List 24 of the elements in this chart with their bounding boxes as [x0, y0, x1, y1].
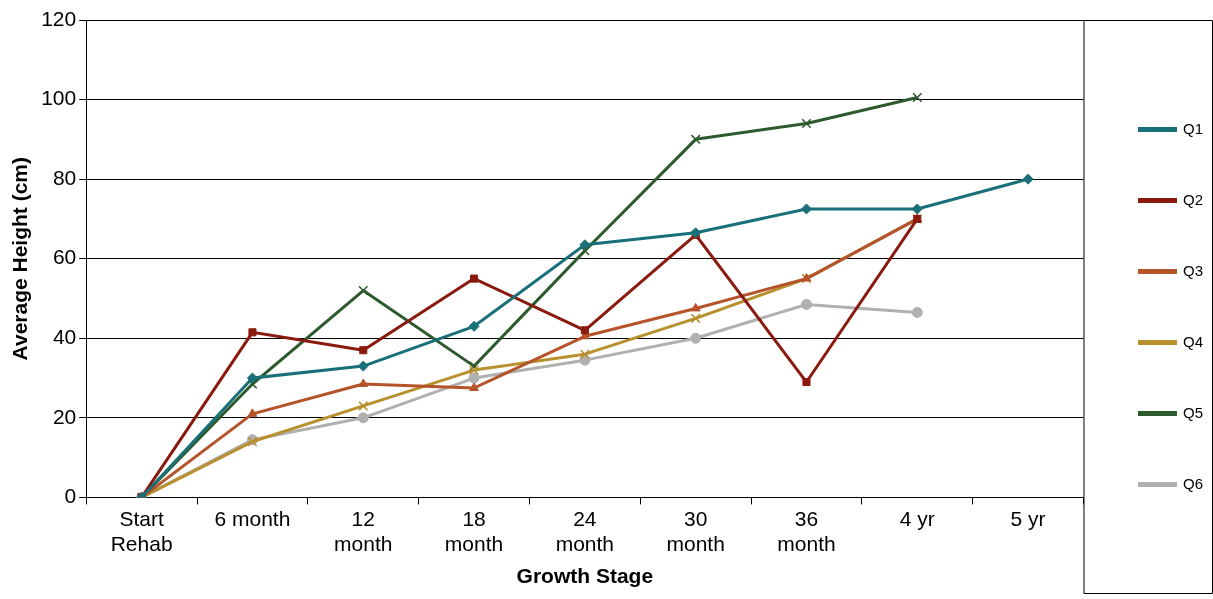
y-tick-label: 20	[52, 404, 77, 428]
y-tick-label: 0	[64, 484, 77, 508]
y-tick-label: 40	[52, 325, 77, 349]
legend-label: Q5	[1182, 403, 1204, 421]
y-tick-label: 120	[41, 6, 77, 30]
y-tick-label: 60	[52, 245, 77, 269]
x-tick-label: 6 month	[214, 506, 291, 530]
x-tick-label: 36 month	[777, 506, 836, 555]
legend-label: Q3	[1182, 261, 1204, 279]
legend-label: Q4	[1182, 332, 1204, 350]
y-tick-label: 80	[52, 165, 77, 189]
y-tick-label: 100	[41, 86, 77, 110]
x-tick-label: 4 yr	[899, 506, 935, 530]
x-tick-label: 24 month	[555, 506, 615, 555]
legend-label: Q6	[1182, 474, 1204, 492]
x-axis-title: Growth Stage	[516, 564, 654, 588]
y-axis-title: Average Height (cm)	[8, 156, 32, 361]
x-tick-label: Start Rehab	[110, 506, 173, 555]
legend-label: Q2	[1182, 190, 1204, 208]
legend-label: Q1	[1182, 119, 1204, 137]
x-tick-label: 5 yr	[1010, 506, 1046, 530]
x-tick-label: 30 month	[666, 506, 725, 555]
x-tick-label: 18 month	[444, 506, 504, 555]
x-tick-label: 12 month	[334, 506, 393, 555]
